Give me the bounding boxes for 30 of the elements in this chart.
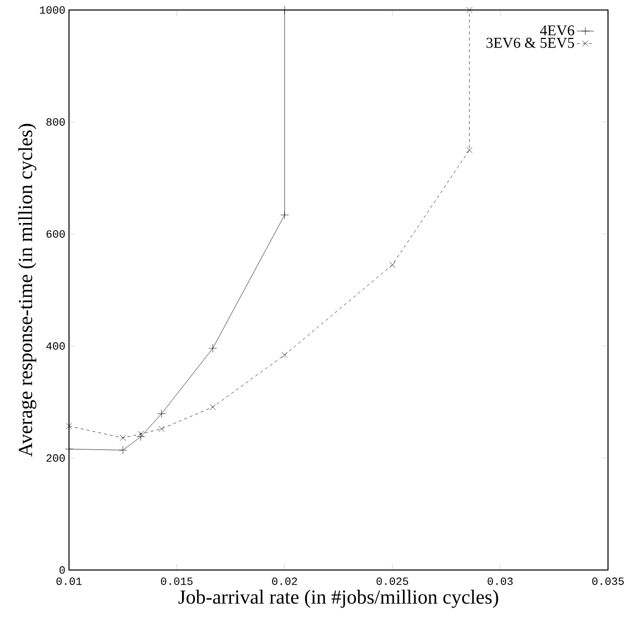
y-tick-label: 600	[46, 230, 65, 238]
legend-label: 3EV6 & 5EV5	[486, 38, 574, 48]
x-tick-label: 0.015	[161, 578, 193, 585]
y-tick-label: 1000	[40, 6, 65, 14]
x-axis-title: Job-arrival rate (in #jobs/million cycles)	[178, 590, 498, 608]
y-tick-label: 400	[46, 342, 65, 350]
x-tick-label: 0.01	[56, 578, 82, 585]
point	[66, 423, 72, 430]
legend-label: 4EV6	[540, 25, 574, 36]
point	[280, 210, 289, 220]
y-tick-label: 200	[46, 454, 65, 462]
y-tick-label: 800	[46, 118, 65, 126]
point	[466, 6, 472, 14]
point	[158, 426, 165, 432]
x-tick-label: 0.03	[488, 578, 513, 585]
point	[210, 404, 216, 410]
x-tick-label: 0.02	[272, 578, 297, 585]
y-tick-label: 0	[60, 566, 65, 574]
y-axis-title: Average response-time (in million cycles)	[18, 124, 36, 457]
point	[466, 146, 472, 154]
point	[208, 344, 218, 352]
point	[136, 432, 145, 441]
point	[138, 430, 144, 437]
point	[157, 410, 166, 418]
point	[120, 434, 126, 441]
x-tick-label: 0.025	[376, 578, 408, 585]
point	[282, 352, 288, 358]
x-tick-label: 0.035	[592, 578, 624, 585]
point	[389, 262, 396, 268]
point	[118, 446, 128, 454]
